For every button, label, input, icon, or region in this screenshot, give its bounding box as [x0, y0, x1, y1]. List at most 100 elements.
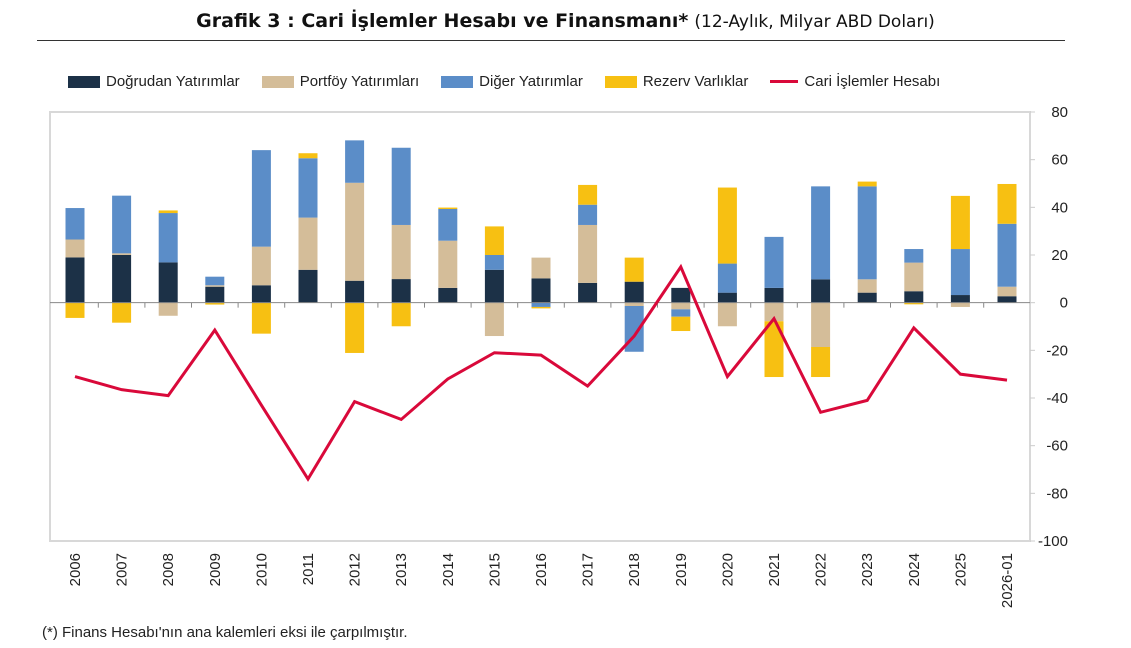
bar-diğer-2024 — [904, 249, 924, 263]
bar-doğrudan-2011 — [298, 269, 318, 303]
bar-portföy-2023 — [857, 279, 877, 293]
bar-portföy-2007 — [112, 253, 132, 255]
legend-label: Portföy Yatırımları — [299, 73, 420, 90]
x-tick-label: 2015 — [486, 553, 503, 586]
y-tick-label: 0 — [1060, 295, 1068, 312]
bar-diğer-2025 — [950, 249, 970, 296]
y-tick-label: 20 — [1051, 247, 1068, 264]
x-tick-label: 2023 — [859, 553, 876, 586]
x-tick-label: 2017 — [580, 553, 597, 586]
x-tick-label: 2007 — [114, 553, 131, 586]
x-tick-label: 2026-01 — [999, 553, 1016, 608]
bar-rezerv-2014 — [438, 207, 458, 210]
bar-portföy-2017 — [578, 224, 598, 283]
bar-portföy-2020 — [717, 302, 737, 327]
legend-item-dogrudan: Doğrudan Yatırımlar — [68, 73, 240, 90]
bar-diğer-2008 — [158, 213, 178, 263]
title-divider — [37, 40, 1065, 41]
bar-rezerv-2017 — [578, 184, 598, 205]
bar-rezerv-2021 — [764, 321, 784, 378]
chart-title: Grafik 3 : Cari İşlemler Hesabı ve Finan… — [196, 10, 935, 32]
y-tick-label: -80 — [1046, 485, 1068, 502]
bar-diğer-2026-01 — [997, 223, 1017, 287]
bar-diğer-2016 — [531, 302, 551, 307]
chart-subtitle: (12-Aylık, Milyar ABD Doları) — [694, 12, 935, 32]
bar-rezerv-2016 — [531, 306, 551, 309]
bar-portföy-2014 — [438, 240, 458, 288]
legend-item-diger: Diğer Yatırımlar — [441, 73, 583, 90]
bar-doğrudan-2018 — [624, 281, 644, 303]
bar-rezerv-2006 — [65, 302, 85, 318]
bar-portföy-2021 — [764, 302, 784, 322]
x-tick-label: 2022 — [813, 553, 830, 586]
legend-item-rezerv: Rezerv Varlıklar — [604, 73, 748, 90]
bar-doğrudan-2006 — [65, 257, 85, 303]
legend-line — [770, 80, 799, 83]
bar-portföy-2015 — [484, 302, 504, 337]
bar-portföy-2011 — [298, 217, 318, 270]
bar-diğer-2012 — [345, 140, 365, 183]
bar-rezerv-2015 — [484, 226, 504, 255]
bar-doğrudan-2023 — [857, 292, 877, 303]
legend-label: Doğrudan Yatırımlar — [106, 73, 240, 90]
plot-frame — [49, 111, 1031, 542]
bar-portföy-2013 — [391, 224, 411, 280]
bar-doğrudan-2017 — [578, 282, 598, 303]
footnote: (*) Finans Hesabı'nın ana kalemleri eksi… — [42, 624, 408, 641]
x-tick-label: 2008 — [160, 553, 177, 586]
bar-doğrudan-2014 — [438, 287, 458, 303]
bar-rezerv-2018 — [624, 257, 644, 282]
bar-doğrudan-2022 — [811, 279, 831, 303]
bar-rezerv-2010 — [251, 302, 271, 334]
x-tick-label: 2018 — [626, 553, 643, 586]
bar-diğer-2013 — [391, 147, 411, 225]
x-tick-label: 2014 — [440, 553, 457, 586]
bar-portföy-2019 — [671, 302, 691, 310]
y-tick-label: 80 — [1051, 104, 1068, 121]
bar-doğrudan-2013 — [391, 279, 411, 303]
bar-diğer-2022 — [811, 186, 831, 280]
bar-portföy-2018 — [624, 302, 644, 307]
legend: Doğrudan Yatırımlar Portföy Yatırımları … — [68, 73, 940, 90]
bar-doğrudan-2009 — [205, 286, 225, 303]
bar-rezerv-2023 — [857, 181, 877, 187]
bar-portföy-2010 — [251, 246, 271, 286]
legend-swatch — [441, 75, 474, 88]
bar-doğrudan-2025 — [950, 295, 970, 303]
x-tick-label: 2009 — [207, 553, 224, 586]
bar-rezerv-2025 — [950, 195, 970, 250]
legend-label: Diğer Yatırımlar — [479, 73, 583, 90]
bar-diğer-2007 — [112, 195, 132, 254]
legend-label: Cari İşlemler Hesabı — [804, 73, 941, 90]
legend-swatch — [68, 75, 100, 88]
bar-portföy-2008 — [158, 302, 178, 316]
bar-portföy-2009 — [205, 285, 225, 287]
bar-doğrudan-2019 — [671, 287, 691, 303]
bar-rezerv-2020 — [717, 187, 737, 264]
x-tick-label: 2020 — [719, 553, 736, 586]
bar-doğrudan-2020 — [717, 292, 737, 303]
bar-rezerv-2008 — [158, 210, 178, 214]
bar-diğer-2017 — [578, 204, 598, 225]
bar-diğer-2009 — [205, 276, 225, 286]
bar-portföy-2022 — [811, 302, 831, 347]
bar-diğer-2014 — [438, 209, 458, 241]
bar-doğrudan-2016 — [531, 278, 551, 303]
x-tick-label: 2013 — [393, 553, 410, 586]
x-tick-label: 2021 — [766, 553, 783, 586]
legend-item-portfoy: Portföy Yatırımları — [261, 73, 420, 90]
bar-rezerv-2007 — [112, 302, 132, 323]
bar-rezerv-2013 — [391, 302, 411, 327]
bar-diğer-2019 — [671, 309, 691, 317]
x-tick-label: 2011 — [300, 553, 317, 585]
bar-doğrudan-2024 — [904, 291, 924, 303]
bar-diğer-2011 — [298, 158, 318, 218]
bar-rezerv-2024 — [904, 302, 924, 305]
bar-rezerv-2009 — [205, 302, 225, 305]
bar-diğer-2006 — [65, 208, 85, 240]
bar-portföy-2016 — [531, 257, 551, 279]
bar-doğrudan-2012 — [345, 280, 365, 303]
legend-swatch — [604, 75, 637, 88]
